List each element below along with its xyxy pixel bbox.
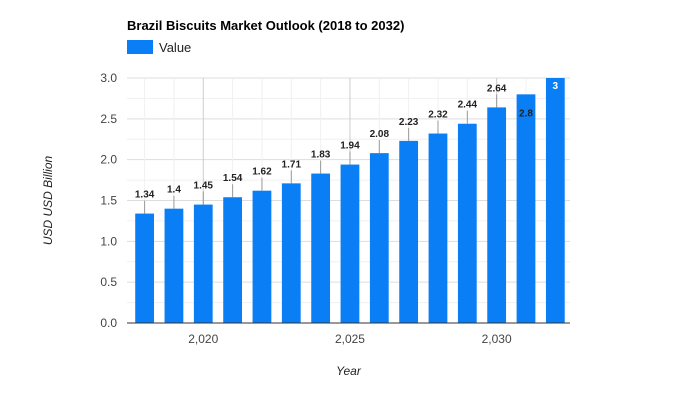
data-label: 2.32	[428, 110, 448, 121]
data-label: 2.08	[370, 129, 390, 140]
legend-label: Value	[159, 40, 191, 55]
data-label: 2.44	[458, 100, 478, 111]
data-label: 1.54	[223, 173, 243, 184]
chart-title: Brazil Biscuits Market Outlook (2018 to …	[127, 18, 404, 33]
bar	[135, 213, 154, 323]
data-label: 2.23	[399, 117, 419, 128]
data-label: 1.62	[252, 167, 272, 178]
data-label: 1.4	[167, 185, 181, 196]
bar	[399, 140, 419, 323]
y-axis-title: USD USD Billion	[41, 155, 55, 245]
bar	[545, 78, 565, 323]
bar	[164, 208, 184, 323]
x-tick-label: 2,030	[482, 332, 512, 346]
x-tick-label: 2,020	[188, 332, 218, 346]
x-tick-label: 2,025	[335, 332, 365, 346]
y-tick-label: 2.0	[100, 153, 117, 167]
y-tick-label: 1.0	[100, 234, 117, 248]
bars	[135, 78, 565, 324]
bar	[516, 94, 536, 323]
legend-swatch	[127, 40, 153, 54]
bar	[457, 123, 477, 323]
data-labels: 1.34 1.4 1.45 1.54 1.62 1.71 1.83 1.94 2.08 2.23 2…	[135, 81, 559, 214]
y-tick-label: 0.0	[100, 316, 117, 330]
x-axis-ticks: 2,020 2,025 2,030	[188, 332, 512, 346]
x-axis-title: Year	[336, 364, 362, 378]
y-tick-label: 0.5	[100, 275, 117, 289]
data-label: 1.34	[135, 190, 155, 201]
legend: Value	[127, 40, 191, 55]
bar	[340, 164, 360, 323]
data-label: 2.64	[487, 83, 507, 94]
y-tick-label: 2.5	[100, 112, 117, 126]
y-tick-label: 1.5	[100, 194, 117, 208]
y-axis-ticks: 0.0 0.5 1.0 1.5 2.0 2.5 3.0	[100, 71, 117, 330]
bar	[487, 107, 507, 324]
bar	[252, 190, 272, 323]
bar	[193, 204, 213, 323]
data-label: 1.71	[282, 159, 302, 170]
data-label: 1.45	[194, 181, 214, 192]
bar	[311, 173, 331, 323]
data-label: 1.94	[340, 141, 360, 152]
data-label: 3	[553, 81, 559, 92]
y-tick-label: 3.0	[100, 71, 117, 85]
bar	[223, 197, 243, 323]
data-label: 2.8	[519, 108, 533, 119]
data-label: 1.83	[311, 150, 331, 161]
bar	[428, 133, 448, 323]
bar	[281, 183, 301, 323]
bar	[369, 153, 389, 323]
